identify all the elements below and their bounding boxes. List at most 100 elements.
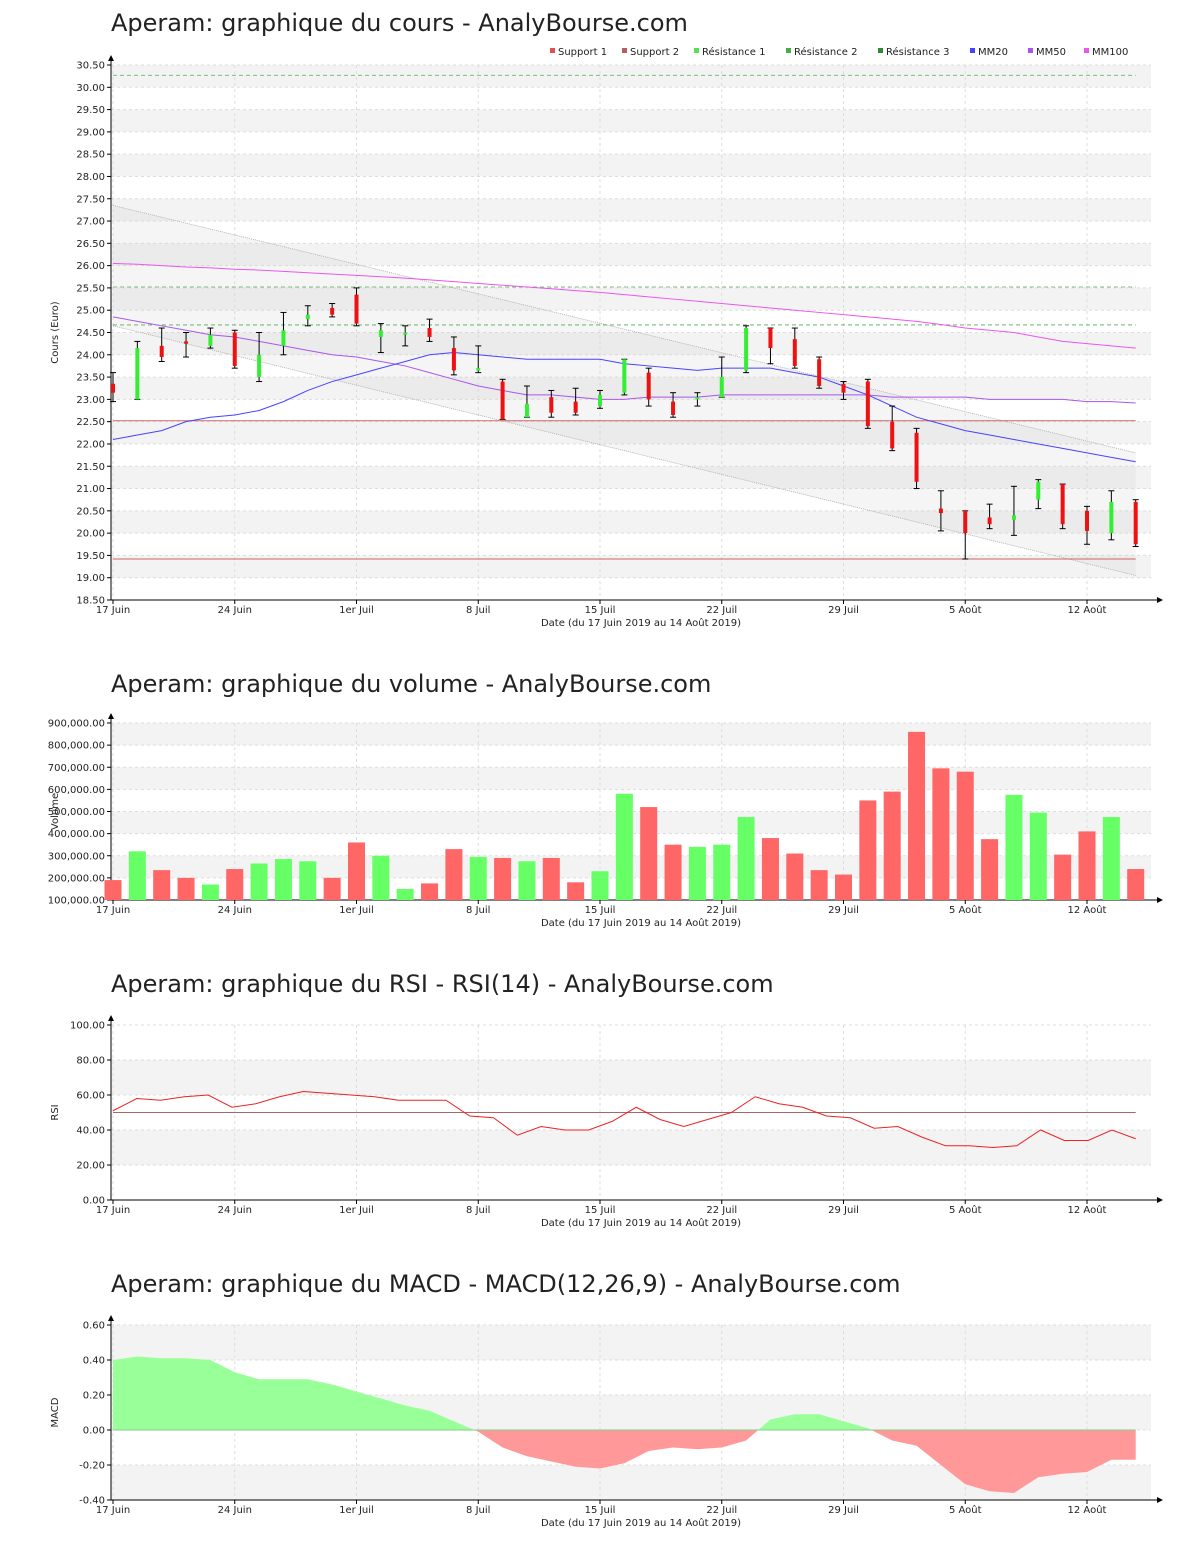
grid-band: [111, 723, 1151, 746]
rsi-panel: Aperam: graphique du RSI - RSI(14) - Ana…: [0, 960, 1200, 1240]
y-tick-label: 800,000.00: [48, 741, 105, 752]
y-tick-label: 28.50: [76, 150, 105, 161]
candle-body: [500, 381, 505, 420]
x-tick-label: 1er Juil: [339, 905, 374, 916]
x-tick-label: 15 Juil: [585, 605, 616, 616]
y-tick-label: 0.40: [83, 1356, 105, 1367]
y-axis-label: RSI: [50, 1104, 61, 1120]
volume-bar: [201, 884, 219, 900]
candle-body: [549, 397, 554, 413]
x-axis-arrow: [1157, 597, 1163, 603]
rsi-chart: 0.00 20.00 40.00 60.00 80.00 100.00 17 Juin 24 …: [50, 1015, 1163, 1229]
y-axis-label: Cours (Euro): [50, 301, 61, 364]
volume-bar: [421, 883, 439, 900]
volume-bar: [810, 870, 828, 900]
candle-body: [914, 432, 919, 482]
volume-bar: [908, 731, 926, 900]
x-tick-label: 8 Juil: [466, 1505, 490, 1516]
y-tick-label: 19.00: [76, 573, 105, 584]
candle-body: [451, 348, 456, 371]
y-tick-label: 25.00: [76, 306, 105, 317]
y-tick-label: 500,000.00: [48, 807, 105, 818]
x-axis-label: Date (du 17 Juin 2019 au 14 Août 2019): [541, 617, 741, 629]
legend-swatch: [694, 48, 699, 53]
y-axis-arrow: [108, 1315, 114, 1321]
y-tick-label: 19.50: [76, 551, 105, 562]
y-tick-label: 40.00: [76, 1126, 105, 1137]
candle-body: [719, 377, 724, 398]
legend-label: Résistance 2: [794, 46, 857, 58]
y-tick-label: 400,000.00: [48, 829, 105, 840]
price-chart-title: Aperam: graphique du cours - AnalyBourse…: [111, 9, 688, 37]
grid-band: [111, 1130, 1151, 1165]
y-tick-label: 18.50: [76, 596, 105, 607]
legend-label: Support 2: [630, 47, 679, 58]
y-tick-label: 60.00: [76, 1091, 105, 1102]
candle-body: [1133, 501, 1138, 545]
grid-band: [111, 154, 1151, 177]
legend-swatch: [1084, 48, 1089, 53]
y-tick-label: -0.40: [79, 1496, 105, 1507]
y-tick-label: 600,000.00: [48, 785, 105, 796]
candle-body: [281, 330, 286, 346]
volume-bar: [1054, 854, 1072, 900]
x-tick-label: 8 Juil: [466, 1205, 490, 1216]
candle-body: [1036, 481, 1041, 500]
volume-bar: [859, 800, 877, 900]
candle-body: [987, 517, 992, 525]
volume-chart: 100,000.00 200,000.00 300,000.00 400,000.00…: [48, 713, 1163, 929]
x-tick-label: 8 Juil: [466, 905, 490, 916]
volume-panel: Aperam: graphique du volume - AnalyBours…: [0, 660, 1200, 940]
grid-band: [111, 243, 1151, 266]
volume-bar: [372, 855, 390, 900]
y-tick-label: 29.50: [76, 105, 105, 116]
x-axis-arrow: [1157, 1197, 1163, 1203]
x-tick-label: 24 Juin: [218, 1505, 252, 1516]
candle-body: [524, 403, 529, 418]
volume-bar: [274, 859, 292, 900]
volume-bar: [542, 857, 560, 900]
rsi-chart-title: Aperam: graphique du RSI - RSI(14) - Ana…: [111, 970, 774, 998]
y-tick-label: 300,000.00: [48, 851, 105, 862]
candle-body: [232, 332, 237, 366]
y-tick-label: 20.00: [76, 529, 105, 540]
y-tick-label: 20.50: [76, 506, 105, 517]
legend-label: Résistance 3: [886, 46, 949, 58]
candle-body: [354, 294, 359, 324]
x-tick-label: 22 Juil: [706, 1205, 737, 1216]
candle-body: [744, 328, 749, 371]
x-tick-label: 5 Août: [949, 604, 982, 616]
volume-bar: [128, 851, 146, 900]
volume-bar: [664, 844, 682, 900]
grid-band: [111, 65, 1151, 88]
volume-bar: [713, 844, 731, 900]
legend-label: MM50: [1036, 47, 1066, 58]
macd-chart-title: Aperam: graphique du MACD - MACD(12,26,9…: [111, 1270, 901, 1298]
legend-label: MM100: [1092, 47, 1128, 58]
legend-label: Résistance 1: [702, 46, 765, 58]
x-tick-label: 15 Juil: [585, 1205, 616, 1216]
x-tick-label: 5 Août: [949, 1504, 982, 1516]
candle-body: [768, 328, 773, 349]
x-tick-label: 29 Juil: [828, 905, 859, 916]
grid-band: [111, 466, 1151, 489]
y-tick-label: 100,000.00: [48, 896, 105, 907]
x-tick-label: 24 Juin: [218, 1205, 252, 1216]
y-tick-label: 26.50: [76, 239, 105, 250]
legend-swatch: [786, 48, 791, 53]
trend-line-lower: [112, 325, 1136, 576]
x-tick-label: 12 Août: [1068, 1204, 1107, 1216]
x-tick-label: 22 Juil: [706, 605, 737, 616]
candle-body: [1060, 484, 1065, 525]
y-tick-label: 27.00: [76, 217, 105, 228]
y-axis-arrow: [108, 55, 114, 61]
x-axis-label: Date (du 17 Juin 2019 au 14 Août 2019): [541, 917, 741, 929]
y-tick-label: -0.20: [79, 1461, 105, 1472]
trend-line-upper: [112, 205, 1136, 454]
volume-bar: [396, 888, 414, 900]
candle-body: [622, 359, 627, 393]
candle-body: [1085, 510, 1089, 531]
volume-bar: [1078, 831, 1096, 900]
x-tick-label: 8 Juil: [466, 605, 490, 616]
x-tick-label: 24 Juin: [218, 905, 252, 916]
